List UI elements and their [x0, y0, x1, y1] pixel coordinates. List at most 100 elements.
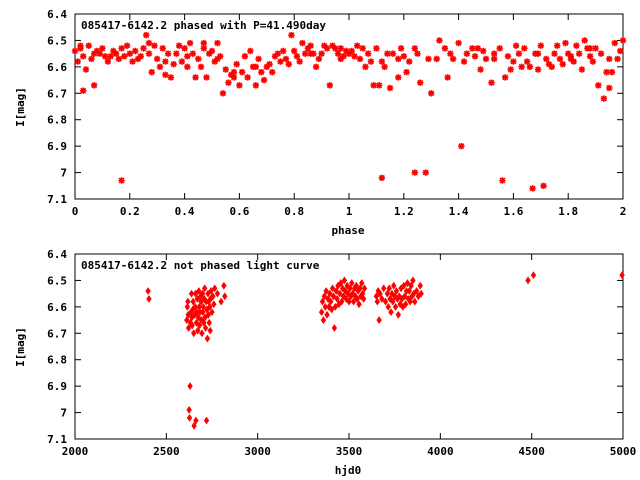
data-point [406, 287, 412, 295]
data-point [606, 84, 613, 92]
data-point [356, 300, 362, 309]
data-point [349, 279, 355, 287]
data-point [471, 53, 479, 60]
data-point [384, 289, 391, 298]
data-point [589, 58, 597, 65]
data-point [318, 308, 325, 317]
data-point [586, 45, 594, 52]
data-point [196, 287, 202, 295]
data-point [88, 55, 95, 63]
data-point [340, 53, 347, 60]
data-point [600, 95, 608, 102]
data-point [186, 406, 192, 414]
data-point [501, 74, 509, 81]
data-point [447, 50, 454, 57]
data-point [367, 58, 375, 65]
data-point [606, 55, 613, 63]
x-tick-label: 4000 [427, 445, 454, 458]
data-point [595, 82, 602, 89]
data-point [338, 279, 344, 287]
data-point [357, 284, 363, 293]
data-point [159, 45, 166, 52]
data-point [491, 55, 498, 63]
phased-data-points [71, 31, 627, 192]
data-point [359, 279, 365, 287]
data-point [378, 58, 386, 65]
data-point [304, 45, 312, 52]
data-point [362, 63, 369, 71]
data-point [222, 66, 229, 73]
data-point [319, 297, 326, 306]
data-point [263, 63, 270, 71]
data-point [377, 289, 383, 298]
data-point [214, 39, 221, 47]
data-point [373, 45, 380, 52]
x-tick-label: 1.8 [558, 205, 578, 218]
data-point [85, 42, 92, 49]
data-point [537, 42, 544, 49]
data-point [202, 324, 209, 332]
data-point [339, 284, 346, 293]
data-point [521, 45, 528, 52]
data-point [504, 53, 512, 60]
data-point [167, 74, 175, 81]
data-point [401, 281, 407, 290]
data-point [194, 295, 201, 303]
data-point [567, 53, 575, 60]
data-point [562, 39, 569, 47]
data-point [247, 47, 254, 55]
data-point [195, 55, 202, 63]
data-point [148, 68, 155, 76]
y-tick-label: 6.7 [47, 87, 67, 100]
data-point [198, 297, 204, 306]
data-point [326, 82, 334, 89]
data-point [422, 169, 429, 176]
data-point [328, 305, 335, 314]
data-point [184, 63, 191, 71]
data-point [428, 90, 435, 97]
data-point [203, 416, 210, 425]
data-point [395, 74, 402, 81]
data-point [211, 58, 218, 65]
data-point [197, 63, 205, 71]
data-point [570, 58, 577, 65]
data-point [193, 416, 199, 425]
data-point [441, 45, 449, 52]
x-tick-label: 0.8 [284, 205, 304, 218]
data-point [328, 297, 334, 306]
y-tick-label: 6.6 [47, 301, 67, 314]
data-point [469, 45, 476, 52]
data-point [332, 302, 339, 311]
data-point [556, 55, 564, 63]
data-point [217, 53, 224, 60]
data-point [507, 66, 514, 73]
data-point [334, 50, 342, 57]
data-point [99, 45, 106, 52]
x-tick-label: 1.4 [449, 205, 469, 218]
x-tick-label: 2000 [62, 445, 89, 458]
data-point [597, 50, 605, 57]
data-point [346, 297, 352, 306]
data-point [391, 292, 398, 301]
data-point [238, 68, 246, 76]
data-point [241, 53, 249, 60]
data-point [460, 58, 468, 65]
data-point [209, 308, 215, 317]
data-point [277, 58, 284, 65]
data-point [145, 39, 153, 47]
data-point [337, 55, 344, 63]
data-point [347, 284, 353, 293]
data-point [491, 50, 498, 57]
data-point [554, 42, 561, 49]
data-point [299, 39, 306, 47]
data-point [548, 63, 555, 71]
y-tick-label: 6.4 [47, 248, 67, 261]
data-point [312, 63, 320, 71]
data-point [230, 68, 238, 76]
data-point [340, 292, 347, 301]
y-tick-label: 6.9 [47, 140, 67, 153]
data-point [523, 58, 531, 65]
phased-axis-ticks: 0 0.2 0.4 0.6 0.8 1 1.2 1.4 1.6 1.8 2 6.4 6.5 6.6 6.7 6… [47, 8, 626, 218]
